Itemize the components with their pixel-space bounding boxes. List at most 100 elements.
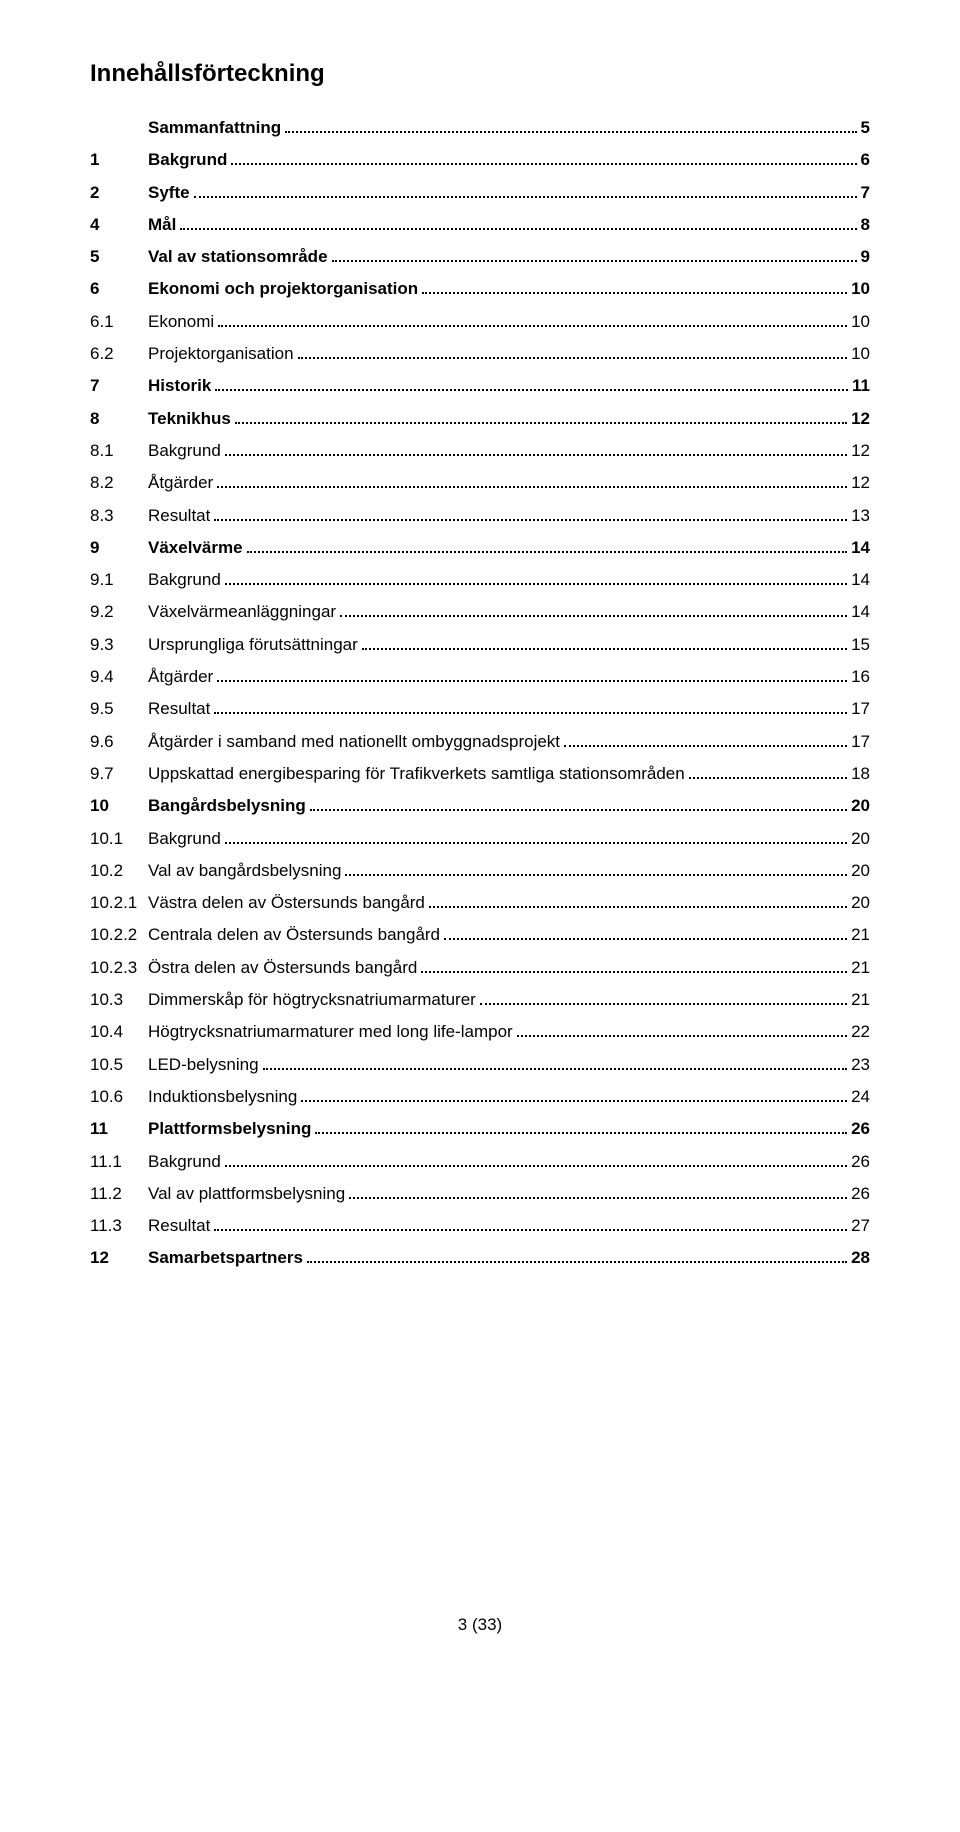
toc-entry-label: Åtgärder xyxy=(148,467,213,499)
toc-entry-label: Val av stationsområde xyxy=(148,241,328,273)
toc-dot-leader xyxy=(225,454,847,456)
toc-entry-label: Uppskattad energibesparing för Trafikver… xyxy=(148,758,685,790)
toc-entry: 10.6Induktionsbelysning24 xyxy=(90,1081,870,1113)
toc-entry: 11.1Bakgrund26 xyxy=(90,1146,870,1178)
toc-entry-page: 8 xyxy=(861,209,870,241)
toc-entry-label: Val av plattformsbelysning xyxy=(148,1178,345,1210)
toc-dot-leader xyxy=(215,389,848,391)
toc-dot-leader xyxy=(564,745,847,747)
toc-entry-page: 27 xyxy=(851,1210,870,1242)
toc-entry-number: 1 xyxy=(90,144,148,176)
toc-entry-label: Teknikhus xyxy=(148,403,231,435)
toc-entry-page: 14 xyxy=(851,564,870,596)
toc-entry-label: Resultat xyxy=(148,500,210,532)
toc-entry-page: 16 xyxy=(851,661,870,693)
toc-entry-label: Östra delen av Östersunds bangård xyxy=(148,952,417,984)
toc-entry-page: 21 xyxy=(851,984,870,1016)
toc-entry: 11.3Resultat27 xyxy=(90,1210,870,1242)
toc-entry-label: Centrala delen av Östersunds bangård xyxy=(148,919,440,951)
toc-entry: 10.5LED-belysning23 xyxy=(90,1049,870,1081)
toc-entry: 10Bangårdsbelysning20 xyxy=(90,790,870,822)
toc-entry: 10.2.1Västra delen av Östersunds bangård… xyxy=(90,887,870,919)
toc-dot-leader xyxy=(689,777,847,779)
toc-entry-page: 12 xyxy=(851,435,870,467)
toc-entry-label: Bakgrund xyxy=(148,564,221,596)
toc-entry-label: Ursprungliga förutsättningar xyxy=(148,629,358,661)
toc-entry-number: 10.1 xyxy=(90,823,148,855)
toc-dot-leader xyxy=(340,615,847,617)
toc-dot-leader xyxy=(421,971,847,973)
toc-entry-number: 9.4 xyxy=(90,661,148,693)
toc-entry-number: 10.6 xyxy=(90,1081,148,1113)
toc-dot-leader xyxy=(315,1132,847,1134)
toc-dot-leader xyxy=(285,131,856,133)
toc-entry-number: 9.1 xyxy=(90,564,148,596)
toc-entry-page: 10 xyxy=(851,338,870,370)
toc-entry: 12Samarbetspartners28 xyxy=(90,1242,870,1274)
toc-entry-number: 10.2.1 xyxy=(90,887,148,919)
toc-dot-leader xyxy=(263,1068,848,1070)
toc-entry-page: 20 xyxy=(851,887,870,919)
toc-entry: 10.2Val av bangårdsbelysning20 xyxy=(90,855,870,887)
toc-entry: 7Historik11 xyxy=(90,370,870,402)
toc-entry-number: 9 xyxy=(90,532,148,564)
toc-dot-leader xyxy=(231,163,856,165)
toc-entry-label: Växelvärmeanläggningar xyxy=(148,596,336,628)
toc-entry-number: 9.5 xyxy=(90,693,148,725)
toc-entry-page: 17 xyxy=(851,693,870,725)
toc-entry: 10.3Dimmerskåp för högtrycksnatriumarmat… xyxy=(90,984,870,1016)
toc-entry-page: 12 xyxy=(851,467,870,499)
toc-entry-number: 5 xyxy=(90,241,148,273)
toc-dot-leader xyxy=(235,422,847,424)
toc-entry-label: Åtgärder i samband med nationellt ombygg… xyxy=(148,726,560,758)
toc-entry-page: 20 xyxy=(851,855,870,887)
toc-entry-page: 24 xyxy=(851,1081,870,1113)
toc-entry-page: 14 xyxy=(851,532,870,564)
toc-entry: 10.4Högtrycksnatriumarmaturer med long l… xyxy=(90,1016,870,1048)
toc-entry: 4Mål8 xyxy=(90,209,870,241)
toc-entry-number: 10.2 xyxy=(90,855,148,887)
toc-dot-leader xyxy=(349,1197,847,1199)
toc-entry: 9.6Åtgärder i samband med nationellt omb… xyxy=(90,726,870,758)
toc-entry: 10.2.3Östra delen av Östersunds bangård2… xyxy=(90,952,870,984)
toc-entry: 1Bakgrund6 xyxy=(90,144,870,176)
toc-entry: 6.1Ekonomi10 xyxy=(90,306,870,338)
toc-entry: 6.2Projektorganisation 10 xyxy=(90,338,870,370)
toc-dot-leader xyxy=(429,906,847,908)
toc-entry-page: 9 xyxy=(861,241,870,273)
toc-entry-label: Projektorganisation xyxy=(148,338,294,370)
toc-dot-leader xyxy=(362,648,847,650)
toc-entry-number: 6.2 xyxy=(90,338,148,370)
toc-entry-number: 9.3 xyxy=(90,629,148,661)
toc-entry: 11Plattformsbelysning26 xyxy=(90,1113,870,1145)
toc-entry-number: 8.2 xyxy=(90,467,148,499)
toc-entry-label: Syfte xyxy=(148,177,190,209)
toc-entry-label: Resultat xyxy=(148,1210,210,1242)
toc-entry: 5Val av stationsområde 9 xyxy=(90,241,870,273)
toc-entry-number: 8.1 xyxy=(90,435,148,467)
toc-entry-label: Åtgärder xyxy=(148,661,213,693)
toc-entry-page: 15 xyxy=(851,629,870,661)
toc-dot-leader xyxy=(307,1261,847,1263)
toc-entry-number: 9.6 xyxy=(90,726,148,758)
toc-entry-page: 12 xyxy=(851,403,870,435)
toc-entry: 9.5Resultat 17 xyxy=(90,693,870,725)
toc-dot-leader xyxy=(422,292,847,294)
page-footer: 3 (33) xyxy=(90,1615,870,1635)
toc-dot-leader xyxy=(217,486,847,488)
toc-entry-number: 4 xyxy=(90,209,148,241)
toc-entry-page: 21 xyxy=(851,952,870,984)
toc-entry-label: Dimmerskåp för högtrycksnatriumarmaturer xyxy=(148,984,476,1016)
toc-entry-page: 18 xyxy=(851,758,870,790)
toc-entry-label: Ekonomi och projektorganisation xyxy=(148,273,418,305)
toc-dot-leader xyxy=(194,196,857,198)
toc-dot-leader xyxy=(247,551,848,553)
toc-entry: 6Ekonomi och projektorganisation10 xyxy=(90,273,870,305)
toc-dot-leader xyxy=(180,228,856,230)
toc-entry: 9.2Växelvärmeanläggningar14 xyxy=(90,596,870,628)
toc-entry-page: 7 xyxy=(861,177,870,209)
toc-entry-label: Bakgrund xyxy=(148,144,227,176)
toc-entry-label: Resultat xyxy=(148,693,210,725)
toc-entry-label: Bakgrund xyxy=(148,435,221,467)
toc-dot-leader xyxy=(214,1229,847,1231)
